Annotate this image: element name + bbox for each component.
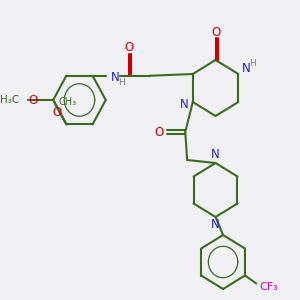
Text: O: O: [154, 125, 164, 139]
Text: O: O: [211, 26, 220, 38]
Text: N: N: [110, 71, 119, 84]
Text: CF₃: CF₃: [259, 283, 278, 292]
Text: N: N: [211, 218, 220, 232]
Text: O: O: [29, 94, 38, 106]
Text: N: N: [242, 62, 251, 76]
Text: O: O: [124, 41, 134, 54]
Text: N: N: [180, 98, 189, 112]
Text: H: H: [118, 78, 125, 87]
Text: O: O: [53, 106, 62, 119]
Text: H₃C: H₃C: [0, 95, 20, 105]
Text: N: N: [211, 148, 220, 161]
Text: H: H: [250, 59, 256, 68]
Text: CH₃: CH₃: [59, 97, 77, 107]
